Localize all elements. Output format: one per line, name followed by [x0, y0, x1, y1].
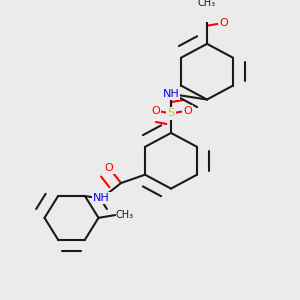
- Text: O: O: [105, 163, 113, 173]
- Text: S: S: [167, 108, 175, 118]
- Text: O: O: [219, 18, 228, 28]
- Text: NH: NH: [93, 194, 110, 203]
- Text: CH₃: CH₃: [115, 210, 133, 220]
- Text: O: O: [183, 106, 192, 116]
- Text: CH₃: CH₃: [198, 0, 216, 8]
- Text: O: O: [152, 106, 160, 116]
- Text: NH: NH: [163, 89, 179, 99]
